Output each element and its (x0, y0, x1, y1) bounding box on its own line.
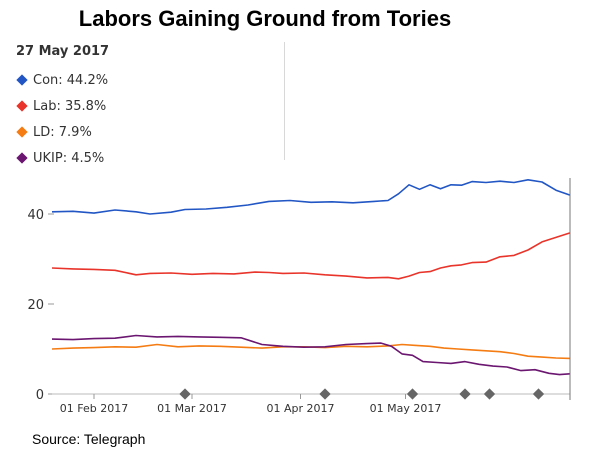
x-tick-label-1: 01 Mar 2017 (157, 402, 227, 415)
y-tick-label-20: 20 (27, 298, 44, 313)
event-marker-2 (406, 388, 419, 400)
x-tick-label-2: 01 Apr 2017 (266, 402, 334, 415)
line-chart: 0 20 40 01 Feb 2017 01 Mar 2017 01 Apr 2017 01… (27, 178, 571, 415)
legend-entry-con[interactable]: Con: 44.2% (16, 67, 109, 93)
legend-label-ukip: UKIP: 4.5% (33, 150, 105, 166)
chart-title: Labors Gaining Ground from Tories (78, 6, 452, 31)
event-marker-5 (532, 388, 545, 400)
legend-label-con: Con: 44.2% (33, 72, 109, 88)
legend: 27 May 2017 Con: 44.2% Lab: 35.8% LD: 7.… (16, 44, 109, 171)
legend-label-ld: LD: 7.9% (33, 124, 92, 140)
x-tick-label-0: 01 Feb 2017 (60, 402, 128, 415)
event-marker-1 (319, 388, 331, 400)
event-marker-3 (459, 388, 471, 400)
event-marker-0 (179, 388, 191, 400)
y-tick-label-0: 0 (36, 388, 44, 403)
event-marker-4 (483, 388, 496, 400)
series-line-ld (51, 343, 571, 360)
legend-entry-lab[interactable]: Lab: 35.8% (16, 93, 109, 119)
legend-entry-ukip[interactable]: UKIP: 4.5% (16, 145, 109, 171)
legend-entry-ld[interactable]: LD: 7.9% (16, 119, 109, 145)
series-line-lab (51, 232, 571, 280)
y-tick-label-40: 40 (27, 208, 44, 223)
legend-label-lab: Lab: 35.8% (33, 98, 107, 114)
series-line-con (51, 179, 571, 215)
series-line-ukip (51, 334, 571, 376)
legend-date: 27 May 2017 (16, 44, 110, 59)
legend-divider (284, 42, 285, 160)
source-note: Source: Telegraph (32, 431, 146, 447)
x-tick-label-3: 01 May 2017 (370, 402, 442, 415)
